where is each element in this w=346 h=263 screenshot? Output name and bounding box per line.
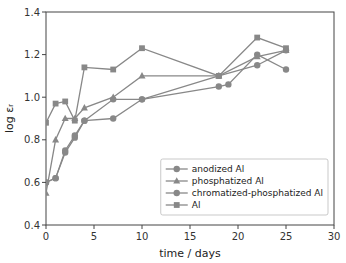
y-axis-label: log εᵣ <box>3 104 16 133</box>
point <box>110 96 116 102</box>
y-tick-label: 0.8 <box>24 134 40 145</box>
point <box>216 73 222 79</box>
point <box>62 115 69 121</box>
point <box>215 72 222 78</box>
x-tick-label: 5 <box>91 231 97 242</box>
legend-label: chromatized-phosphatized Al <box>192 188 323 198</box>
point <box>216 73 222 79</box>
legend-label: phosphatized Al <box>192 176 264 186</box>
point <box>52 175 58 181</box>
y-tick-label: 1.4 <box>24 7 40 18</box>
point <box>225 81 231 87</box>
y-tick-label: 1.2 <box>24 49 40 60</box>
point <box>72 132 78 138</box>
legend-label: anodized Al <box>192 164 244 174</box>
y-tick-label: 0.4 <box>24 220 40 231</box>
point <box>81 104 88 110</box>
y-tick <box>42 97 46 98</box>
x-tick-label: 25 <box>280 231 293 242</box>
y-tick <box>42 54 46 55</box>
x-tick-label: 20 <box>232 231 245 242</box>
point <box>53 101 59 107</box>
x-tick <box>94 225 95 229</box>
x-tick-label: 30 <box>328 231 341 242</box>
point <box>46 189 50 195</box>
y-tick <box>42 12 46 13</box>
x-tick <box>286 225 287 229</box>
point <box>72 118 78 124</box>
y-tick <box>42 139 46 140</box>
x-tick-label: 10 <box>136 231 149 242</box>
legend-marker <box>174 190 180 196</box>
legend-box <box>161 159 328 215</box>
point <box>62 147 68 153</box>
point <box>139 96 145 102</box>
legend-marker <box>174 166 180 172</box>
y-tick-label: 0.6 <box>24 177 40 188</box>
point <box>52 175 58 181</box>
legend-label: Al <box>192 200 201 210</box>
point <box>82 64 88 70</box>
point <box>139 72 146 78</box>
point <box>110 67 116 73</box>
x-tick <box>46 225 47 229</box>
y-tick <box>42 225 46 226</box>
x-tick-label: 0 <box>43 231 49 242</box>
point <box>139 45 145 51</box>
point <box>62 99 68 105</box>
point <box>46 120 49 126</box>
point <box>283 66 289 72</box>
series-line <box>46 38 286 123</box>
point <box>52 136 59 142</box>
point <box>254 35 260 41</box>
y-tick-label: 1.0 <box>24 92 40 103</box>
point <box>254 53 261 59</box>
point <box>110 115 116 121</box>
legend: anodized Al phosphatized Al chromatized-ph… <box>161 159 328 215</box>
point <box>46 179 49 185</box>
point <box>81 117 87 123</box>
point <box>139 96 145 102</box>
legend-marker <box>173 177 180 183</box>
y-tick <box>42 182 46 183</box>
point <box>254 62 260 68</box>
x-axis-label: time / days <box>159 247 221 260</box>
point <box>283 45 289 51</box>
x-tick <box>334 225 335 229</box>
legend-marker <box>174 202 180 208</box>
point <box>81 117 87 123</box>
x-tick <box>190 225 191 229</box>
plot-frame <box>46 12 334 225</box>
x-tick <box>142 225 143 229</box>
point <box>216 83 222 89</box>
x-tick-label: 15 <box>184 231 197 242</box>
x-tick <box>238 225 239 229</box>
